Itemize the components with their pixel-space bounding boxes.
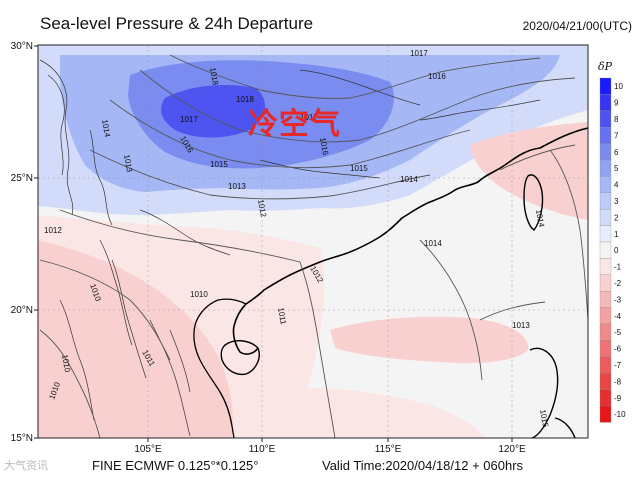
valid-time: Valid Time:2020/04/18/12 + 060hrs [322,458,524,473]
taiwan-island [523,174,544,231]
isobars [39,54,588,438]
lon-tick-label: 120°E [498,444,526,455]
lat-tick-label: 25°N [11,173,33,184]
analysis-time: 2020/04/21/00(UTC) [522,19,632,33]
hainan-island [220,340,260,376]
isobar-label: 1014 [534,209,546,229]
latitude-axis: 30°N 25°N 20°N 15°N [11,41,38,444]
lon-tick-label: 115°E [375,444,402,455]
negative-departure-peak [161,85,266,138]
lat-tick-label: 30°N [11,41,33,52]
isobar-label: 1011 [276,307,288,326]
isobar-label: 1015 [350,164,368,173]
colorbar-level-label: 1 [614,230,619,239]
colorbar-level-label: 8 [614,115,619,124]
gulf-tonkin-coast [193,298,247,438]
colorbar-level-label: 4 [614,181,619,190]
colorbar-level-label: 0 [614,246,619,255]
colorbar-swatch [599,274,612,292]
colorbar-swatch [599,291,612,308]
colorbar-level-label: -4 [614,312,622,321]
isobar-label: 1015 [210,160,228,169]
isobar-label: 1014 [400,175,418,184]
isobar-label: 1016 [318,137,330,157]
isobar-label: 1018 [208,67,220,87]
isobar-label: 1013 [122,154,134,174]
colorbar-swatch [599,389,612,407]
colorbar-level-label: -10 [614,410,626,419]
colorbar-unit: δP [598,60,613,73]
isobar-label: 1013 [228,182,246,191]
colorbar-level-label: 10 [614,82,623,91]
colorbar-level-label: 2 [614,213,619,222]
colorbar-level-label: -2 [614,279,622,288]
colorbar-swatch [599,307,612,325]
lat-tick-label: 15°N [11,433,33,444]
isobar-labels: 1018 1018 1017 1017 1017 1016 1016 1016 … [44,49,550,428]
colorbar-level-label: -3 [614,295,622,304]
positive-departure-east [470,122,588,220]
graticule [38,45,588,438]
isobar-label: 1012 [256,199,268,219]
colorbar-swatch [599,110,612,128]
map-title: Sea-level Pressure & 24h Departure [40,14,314,33]
colorbar-level-label: -7 [614,361,622,370]
brand-watermark: 大气资讯 [4,460,48,472]
lon-tick-label: 110°E [249,444,276,455]
cold-air-annotation: 冷空气 [248,107,341,142]
colorbar-level-label: -1 [614,263,622,272]
colorbar-swatch [599,405,612,423]
colorbar-swatch [599,209,612,226]
isobar-label: 1010 [190,290,208,299]
lon-tick-label: 105°E [134,444,162,455]
colorbar-swatch [599,356,612,374]
colorbar-swatch [599,143,612,161]
colorbar-level-label: 3 [614,197,619,206]
colorbar-level-label: 9 [614,99,619,108]
colorbar-swatch [599,225,612,243]
map-frame [37,44,589,439]
colorbar-swatch [599,258,612,275]
model-info: FINE ECMWF 0.125°*0.125° [92,458,259,473]
isobar-label: 1017 [300,113,318,122]
isobar-label: 1015 [538,409,550,429]
isobar-label: 1018 [236,95,254,104]
isobar-label: 1013 [512,321,530,330]
colorbar-swatch [599,373,612,390]
lat-tick-label: 20°N [11,305,33,316]
isobar-label: 1014 [100,119,112,139]
colorbar-level-label: 6 [614,148,619,157]
coastline [232,127,588,355]
isobar-label: 1016 [428,72,446,81]
colorbar-swatch [599,241,612,259]
positive-departure-west-2 [38,240,233,438]
colorbar-swatch [599,176,612,193]
colorbar-level-label: -8 [614,377,622,386]
colorbar-swatch [599,127,612,144]
colorbar-level-label: -6 [614,345,622,354]
colorbar-swatch [599,77,612,95]
isobar-label: 1014 [424,239,442,248]
colorbar-level-label: 7 [614,131,619,140]
colorbar-level-label: -9 [614,394,622,403]
colorbar-level-label: 5 [614,164,619,173]
colorbar-swatch [599,192,612,210]
positive-departure-south [280,388,485,438]
colorbar-swatch [599,340,612,357]
longitude-axis: 105°E 110°E 115°E 120°E [134,438,526,455]
philippines-luzon [529,347,576,438]
isobar-label: 1012 [44,226,62,235]
colorbar-swatch [599,94,612,111]
colorbar-swatch [599,159,612,177]
isobar-label: 1017 [410,49,428,58]
colorbar-swatch [599,323,612,341]
isobar-label: 1017 [180,115,198,124]
isobar-label: 1010 [60,354,72,374]
terrain-contours [39,59,541,437]
colorbar-level-label: -5 [614,328,622,337]
